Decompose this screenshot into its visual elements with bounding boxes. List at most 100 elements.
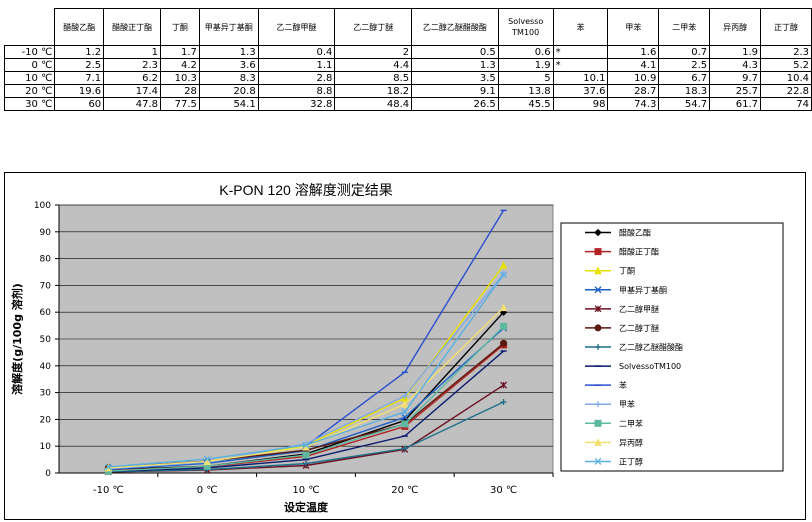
y-tick-label: 20 [40, 415, 52, 425]
table-cell: 60 [54, 97, 105, 111]
legend-label: 二甲苯 [619, 418, 643, 428]
legend-label: 乙二醇乙醚醋酸酯 [619, 342, 683, 352]
column-header: Solvesso TM100 [497, 8, 554, 46]
table-cell: 0.5 [411, 45, 499, 59]
table-cell: 47.8 [103, 97, 161, 111]
column-header: 正丁醇 [760, 8, 812, 46]
legend-label: 苯 [619, 380, 627, 390]
table-cell: 61.7 [709, 97, 762, 111]
solubility-line-chart: K-PON 120 溶解度测定结果 0 10 20 30 40 50 60 70 80 90 100 -… [10, 182, 784, 514]
table-cell: 37.6 [552, 84, 609, 98]
table-cell: 6.7 [658, 71, 711, 85]
table-cell: 9.1 [411, 84, 499, 98]
legend-swatch-marker [594, 305, 602, 313]
table-cell: * [552, 45, 609, 59]
data-point [104, 463, 112, 471]
table-cell: 1.7 [159, 45, 200, 59]
data-point [400, 400, 409, 408]
table-cell: 17.4 [103, 84, 161, 98]
data-point [499, 261, 508, 269]
legend-swatch-marker [594, 248, 602, 256]
row-temperature-label: 0 ℃ [3, 58, 56, 72]
table-cell: 1.1 [257, 58, 336, 72]
table-cell: 1.9 [497, 58, 554, 72]
table-cell: 1.3 [411, 58, 499, 72]
legend-swatch-marker [594, 458, 602, 465]
column-header: 苯 [552, 8, 609, 46]
legend-swatch-marker [594, 228, 602, 237]
y-tick-label: 30 [40, 389, 52, 399]
legend-label: 异丙醇 [619, 437, 643, 447]
column-header: 乙二醇甲醚 [257, 8, 336, 46]
legend-swatch-marker [595, 401, 601, 408]
table-row: 30 ℃ 60 47.8 77.5 54.1 32.8 48.4 26.5 45.5 98 74.3… [3, 97, 812, 111]
legend-label: 乙二醇甲醚 [619, 304, 659, 314]
y-tick-label: 40 [40, 362, 52, 372]
table-cell: 8.8 [257, 84, 336, 98]
chart-frame: K-PON 120 溶解度测定结果 0 10 20 30 40 50 60 70 80 90 100 -… [4, 172, 806, 520]
table-row: 0 ℃ 2.5 2.3 4.2 3.6 1.1 4.4 1.3 1.9 * 4.1 2.5 4.3 5.2 [3, 58, 812, 72]
table-row: 20 ℃ 19.6 17.4 28 20.8 8.8 18.2 9.1 13.8 37.6 28.7… [3, 84, 812, 98]
legend-label: 甲苯 [619, 399, 635, 409]
legend-swatch-marker [594, 266, 602, 275]
row-temperature-label: 10 ℃ [3, 71, 56, 85]
x-tick-label: 10 ℃ [292, 485, 319, 496]
x-axis-title: 设定温度 [284, 500, 329, 514]
table-cell: 74 [760, 97, 812, 111]
table-cell: 45.5 [497, 97, 554, 111]
table-header-row: 醋酸乙酯 醋酸正丁酯 丁酮 甲基异丁基酮 乙二醇甲醚 乙二醇丁醚 乙二醇乙醚醋酸酯 Solve… [4, 8, 812, 46]
table-cell: 2.3 [103, 58, 161, 72]
table-cell: 32.8 [257, 97, 336, 111]
table-cell: 10.9 [607, 71, 660, 85]
column-header: 甲基异丁基酮 [198, 8, 259, 46]
table-cell: 4.3 [709, 58, 762, 72]
x-tick-label: 20 ℃ [391, 485, 418, 496]
table-cell: 0.4 [257, 45, 336, 59]
table-cell: 10.1 [552, 71, 609, 85]
table-cell: 54.1 [198, 97, 259, 111]
solubility-table: 醋酸乙酯 醋酸正丁酯 丁酮 甲基异丁基酮 乙二醇甲醚 乙二醇丁醚 乙二醇乙醚醋酸酯 Solve… [3, 8, 812, 111]
column-header: 乙二醇丁醚 [334, 8, 413, 46]
table-cell: 3.6 [198, 58, 259, 72]
chart-title: K-PON 120 溶解度测定结果 [219, 182, 392, 198]
table-corner-cell [4, 8, 56, 46]
legend-label: SolvessoTM100 [619, 362, 681, 371]
table-cell: 77.5 [159, 97, 200, 111]
table-cell: 10.3 [159, 71, 200, 85]
table-cell: 3.5 [411, 71, 499, 85]
data-point [500, 381, 508, 389]
table-cell: 10.4 [760, 71, 812, 85]
column-header: 乙二醇乙醚醋酸酯 [411, 8, 499, 46]
data-point [500, 398, 507, 405]
data-point [500, 322, 508, 330]
data-point [401, 393, 408, 400]
table-cell: 8.3 [198, 71, 259, 85]
table-cell: 2 [334, 45, 413, 59]
legend-swatch-marker [595, 344, 601, 350]
table-cell: 74.3 [607, 97, 660, 111]
row-temperature-label: 30 ℃ [3, 97, 56, 111]
table-cell: 2.5 [658, 58, 711, 72]
legend-label: 乙二醇丁醚 [619, 323, 659, 333]
legend-label: 醋酸乙酯 [619, 228, 651, 238]
x-tick-label: -10 ℃ [93, 485, 124, 496]
data-point [499, 303, 508, 312]
table-cell: 8.5 [334, 71, 413, 85]
data-point [303, 460, 309, 467]
data-point [401, 420, 409, 428]
table-cell: 0.7 [658, 45, 711, 59]
table-cell: 13.8 [497, 84, 554, 98]
y-axis-title: 溶解度(g/100g 溶剂) [10, 283, 24, 395]
data-point [401, 413, 409, 421]
table-cell: 4.1 [607, 58, 660, 72]
table-cell: 6.2 [103, 71, 161, 85]
table-cell: 2.5 [54, 58, 105, 72]
x-tick-label: 0 ℃ [197, 485, 218, 496]
table-cell: 1.3 [198, 45, 259, 59]
legend-swatch-marker [594, 324, 602, 332]
y-tick-label: 90 [40, 228, 52, 238]
table-cell: 25.7 [709, 84, 762, 98]
table-cell: 98 [552, 97, 609, 111]
column-header: 丁酮 [159, 8, 200, 46]
table-cell: 18.2 [334, 84, 413, 98]
